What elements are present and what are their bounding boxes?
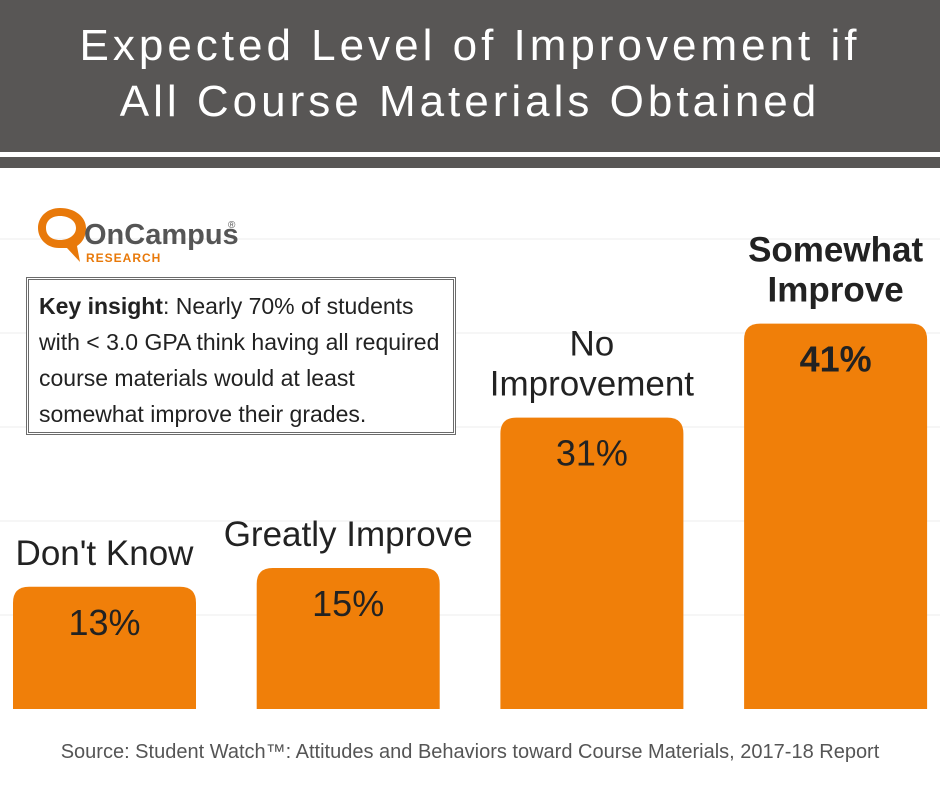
header-banner: Expected Level of Improvement if All Cou… bbox=[0, 0, 940, 152]
logo-speech-bubble-icon bbox=[38, 208, 86, 262]
key-insight-text: : Nearly 70% of students with < 3.0 GPA … bbox=[39, 293, 440, 427]
category-label: Somewhat bbox=[748, 231, 923, 270]
bar-don-t-know bbox=[13, 586, 196, 709]
chart-bars bbox=[13, 323, 928, 709]
title-line-2: All Course Materials Obtained bbox=[119, 77, 821, 126]
bar-value-label: 41% bbox=[800, 339, 872, 380]
bar-greatly-improve bbox=[256, 568, 440, 709]
category-label: Greatly Improve bbox=[224, 515, 473, 554]
bar-no-improvement bbox=[500, 417, 684, 709]
title-line-1: Expected Level of Improvement if bbox=[79, 21, 861, 70]
bar-value-label: 31% bbox=[556, 433, 628, 474]
key-insight-label: Key insight bbox=[39, 293, 163, 319]
logo-wordmark: OnCampus bbox=[84, 219, 239, 251]
logo-subtext: RESEARCH bbox=[86, 251, 161, 265]
category-label: Improvement bbox=[490, 365, 695, 404]
key-insight-box: Key insight: Nearly 70% of students with… bbox=[26, 277, 456, 435]
logo-registered-mark: ® bbox=[228, 220, 236, 231]
header-divider-stripe bbox=[0, 157, 940, 168]
source-citation: Source: Student Watch™: Attitudes and Be… bbox=[60, 741, 880, 763]
category-label: Improve bbox=[768, 271, 904, 310]
category-label: Don't Know bbox=[16, 534, 195, 573]
bar-value-label: 15% bbox=[312, 583, 384, 624]
oncampus-logo-mark: OnCampus ® RESEARCH bbox=[38, 208, 239, 265]
oncampus-logo: OnCampus ® RESEARCH bbox=[36, 206, 246, 268]
bar-value-label: 13% bbox=[68, 602, 140, 643]
category-label: No bbox=[570, 325, 615, 364]
bar-somewhat-improve bbox=[744, 323, 928, 709]
